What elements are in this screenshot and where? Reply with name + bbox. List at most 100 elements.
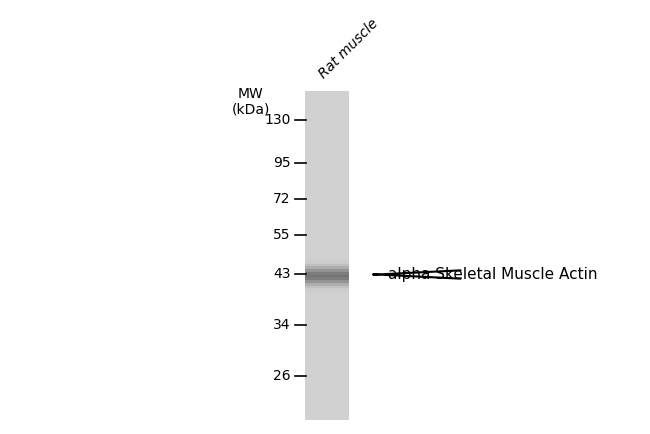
Bar — [304, 187, 348, 190]
Bar — [304, 244, 348, 247]
Bar — [304, 280, 348, 283]
Bar — [304, 242, 348, 244]
Bar — [304, 351, 348, 354]
Bar — [304, 91, 348, 420]
Bar — [304, 225, 348, 228]
Bar — [304, 335, 348, 338]
Bar — [304, 332, 348, 335]
Bar — [304, 340, 348, 343]
Bar — [304, 365, 348, 368]
Bar — [304, 417, 348, 420]
Bar — [304, 392, 348, 395]
Bar — [304, 170, 348, 173]
Bar — [304, 154, 348, 157]
Bar — [304, 283, 348, 286]
Bar — [304, 107, 348, 110]
Bar — [304, 146, 348, 148]
Bar — [304, 118, 348, 121]
Bar — [304, 206, 348, 209]
Bar — [304, 217, 348, 220]
Bar — [304, 184, 348, 187]
Bar — [304, 135, 348, 138]
Bar — [304, 294, 348, 296]
Bar — [304, 277, 348, 280]
Bar — [304, 316, 348, 319]
Bar — [304, 406, 348, 409]
Bar — [304, 168, 348, 170]
Text: 43: 43 — [273, 267, 291, 282]
Bar — [304, 96, 348, 99]
Bar — [304, 357, 348, 359]
Bar — [304, 176, 348, 178]
Bar — [304, 214, 348, 217]
Bar — [304, 263, 348, 266]
Bar — [304, 359, 348, 362]
Bar — [304, 390, 348, 392]
Bar — [304, 381, 348, 384]
Bar — [304, 105, 348, 107]
Bar — [304, 99, 348, 102]
Bar — [304, 110, 348, 113]
Bar — [304, 387, 348, 390]
Bar — [304, 239, 348, 242]
Bar — [304, 195, 348, 198]
Bar — [304, 286, 348, 288]
Bar — [304, 143, 348, 146]
Bar — [304, 258, 348, 261]
Bar — [304, 198, 348, 201]
Bar — [304, 288, 348, 291]
Bar — [304, 371, 348, 373]
Bar — [304, 362, 348, 365]
Bar — [304, 178, 348, 181]
Bar — [304, 376, 348, 379]
Bar — [304, 349, 348, 351]
Text: MW: MW — [238, 87, 263, 101]
Bar — [304, 310, 348, 313]
Bar — [304, 140, 348, 143]
Bar — [304, 354, 348, 357]
Bar — [304, 126, 348, 129]
Bar — [304, 228, 348, 230]
Bar — [304, 162, 348, 165]
Bar — [304, 313, 348, 316]
Bar — [304, 275, 348, 277]
Bar — [304, 173, 348, 176]
Bar — [304, 291, 348, 294]
Bar — [304, 132, 348, 135]
Bar — [304, 272, 348, 275]
Bar — [304, 138, 348, 140]
Bar — [304, 269, 348, 272]
Bar — [304, 299, 348, 302]
Bar — [304, 319, 348, 321]
Text: 72: 72 — [273, 192, 291, 206]
Text: 26: 26 — [273, 368, 291, 383]
Bar — [304, 113, 348, 115]
Bar — [304, 324, 348, 327]
Bar — [304, 159, 348, 162]
Bar — [304, 209, 348, 211]
Text: Rat muscle: Rat muscle — [316, 16, 381, 81]
Bar — [304, 307, 348, 310]
Bar — [304, 220, 348, 223]
Bar — [304, 261, 348, 263]
Bar — [304, 94, 348, 96]
Bar — [304, 211, 348, 214]
Bar — [304, 236, 348, 239]
Bar — [304, 373, 348, 376]
Bar — [304, 379, 348, 381]
Bar — [304, 368, 348, 371]
Bar — [304, 321, 348, 324]
Bar — [304, 266, 348, 269]
Bar — [304, 253, 348, 255]
Bar — [304, 190, 348, 192]
Bar — [304, 409, 348, 412]
Bar — [304, 414, 348, 417]
Bar — [304, 148, 348, 151]
Bar — [304, 157, 348, 159]
Bar — [304, 346, 348, 349]
Bar — [304, 230, 348, 233]
Bar — [304, 305, 348, 307]
Bar — [304, 329, 348, 332]
Bar — [304, 384, 348, 387]
Bar — [304, 115, 348, 118]
